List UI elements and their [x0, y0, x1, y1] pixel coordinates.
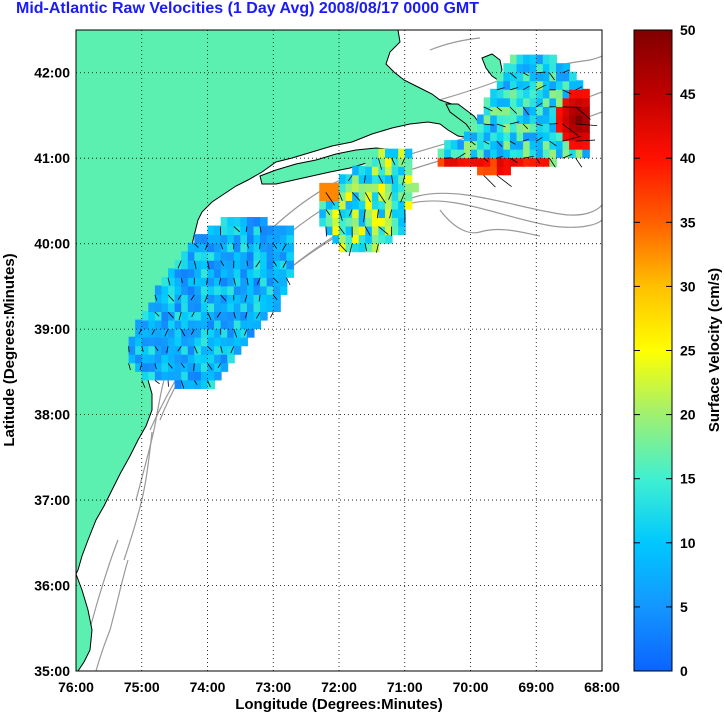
latitude-tick-label: 36:00	[34, 578, 70, 594]
colorbar-label: Surface Velocity (cm/s)	[706, 268, 723, 432]
longitude-tick-label: 68:00	[584, 679, 620, 695]
map-title: Mid-Atlantic Raw Velocities (1 Day Avg) …	[16, 0, 479, 17]
longitude-tick-label: 76:00	[58, 679, 94, 695]
colorbar: 0 5 10 15 20 25 30 35 40 45 50 Surface Velocity (c…	[633, 22, 723, 679]
latitude-tick-label: 38:00	[34, 407, 70, 423]
longitude-tick-label: 71:00	[387, 679, 423, 695]
velocity-field	[128, 54, 590, 389]
colorbar-tick-label: 35	[680, 214, 696, 230]
grid-lines	[76, 30, 602, 671]
longitude-tick-label: 72:00	[321, 679, 357, 695]
colorbar-tick-label: 50	[680, 22, 696, 38]
latitude-tick-label: 40:00	[34, 236, 70, 252]
longitude-tick-label: 74:00	[190, 679, 226, 695]
latitude-tick-label: 39:00	[34, 321, 70, 337]
longitude-tick-labels: 76:00 75:00 74:00 73:00 72:00 71:00 70:00 69:00…	[58, 679, 620, 695]
colorbar-tick-label: 40	[680, 150, 696, 166]
y-axis-label: Latitude (Degrees:Minutes)	[1, 253, 18, 446]
colorbar-tick-label: 30	[680, 278, 696, 294]
colorbar-tick-label: 10	[680, 535, 696, 551]
latitude-tick-labels: 35:00 36:00 37:00 38:00 39:00 40:00 41:00 42:00	[34, 65, 70, 679]
latitude-tick-label: 41:00	[34, 150, 70, 166]
x-axis-label: Longitude (Degrees:Minutes)	[235, 696, 443, 713]
colorbar-tick-label: 20	[680, 407, 696, 423]
colorbar-tick-labels: 0 5 10 15 20 25 30 35 40 45 50	[634, 22, 696, 679]
longitude-tick-label: 69:00	[518, 679, 554, 695]
colorbar-tick-label: 45	[680, 86, 696, 102]
longitude-tick-label: 70:00	[453, 679, 489, 695]
latitude-tick-label: 35:00	[34, 663, 70, 679]
colorbar-tick-label: 25	[680, 343, 696, 359]
longitude-tick-label: 73:00	[255, 679, 291, 695]
plot-area	[75, 29, 603, 672]
latitude-tick-label: 42:00	[34, 65, 70, 81]
colorbar-tick-label: 0	[680, 663, 688, 679]
longitude-tick-label: 75:00	[124, 679, 160, 695]
latitude-tick-label: 37:00	[34, 492, 70, 508]
colorbar-tick-label: 5	[680, 599, 688, 615]
colorbar-tick-label: 15	[680, 471, 696, 487]
colorbar-gradient	[633, 29, 673, 672]
